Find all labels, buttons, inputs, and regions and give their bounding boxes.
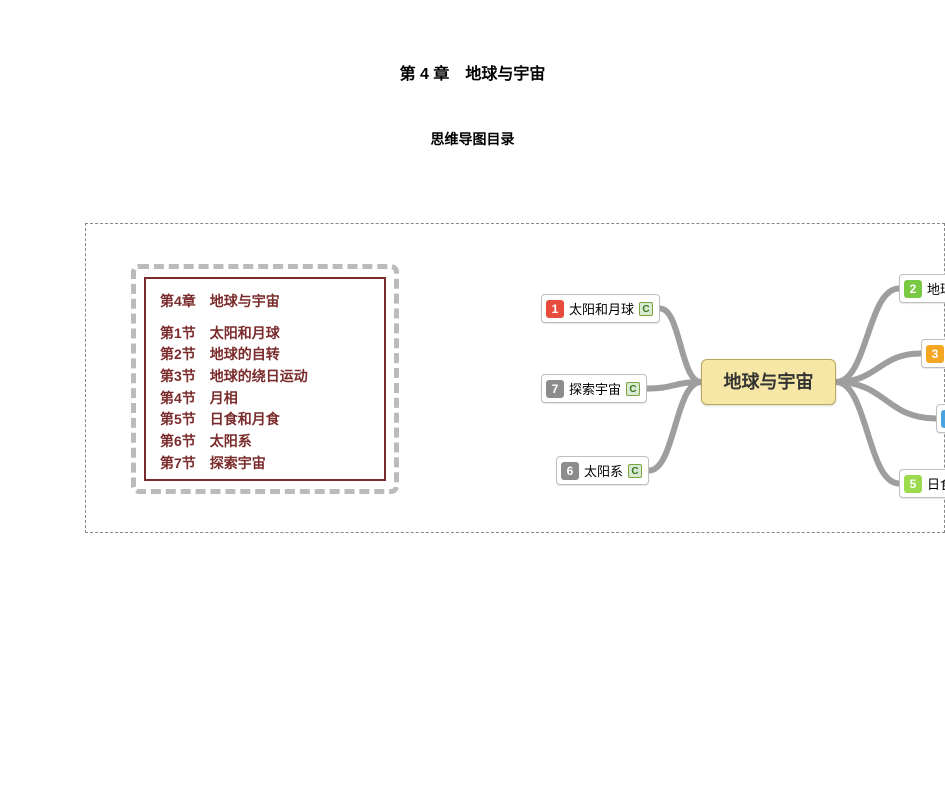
node-number-badge: 7 <box>546 380 564 398</box>
toc-box: 第4章 地球与宇宙 第1节 太阳和月球第2节 地球的自转第3节 地球的绕日运动第… <box>131 264 399 494</box>
mindmap-node-n1: 1 太阳和月球 C <box>541 294 660 323</box>
mindmap-node-n3: 3绕日运C <box>921 339 945 368</box>
toc-item: 第7节 探索宇宙 <box>160 453 370 475</box>
node-number-badge: 1 <box>546 300 564 318</box>
collapse-icon: C <box>626 382 640 396</box>
connector <box>836 382 899 484</box>
node-number-badge: 5 <box>904 475 922 493</box>
toc-item: 第6节 太阳系 <box>160 431 370 453</box>
node-label: 地球的自转 <box>927 279 945 298</box>
mindmap-node-n2: 2地球的自转C <box>899 274 945 303</box>
toc-list: 第1节 太阳和月球第2节 地球的自转第3节 地球的绕日运动第4节 月相第5节 日… <box>160 323 370 475</box>
node-number-badge: 4 <box>941 410 945 428</box>
diagram-frame: 第4章 地球与宇宙 第1节 太阳和月球第2节 地球的自转第3节 地球的绕日运动第… <box>85 223 945 533</box>
connector <box>660 309 701 383</box>
toc-item: 第4节 月相 <box>160 388 370 410</box>
mindmap: 地球与宇宙 1太阳和月球C7探索宇宙C6太阳系C2地球的自转C3绕日运C4月相C… <box>421 224 945 534</box>
node-label: 太阳和月球 <box>569 299 634 318</box>
toc-item: 第5节 日食和月食 <box>160 409 370 431</box>
collapse-icon: C <box>639 302 653 316</box>
toc-heading: 第4章 地球与宇宙 <box>160 291 370 313</box>
mindmap-node-n7: 7 探索宇宙 C <box>541 374 647 403</box>
mindmap-node-n5: 5日食和月食C <box>899 469 945 498</box>
connector <box>836 289 899 383</box>
node-number-badge: 3 <box>926 345 944 363</box>
toc-item: 第1节 太阳和月球 <box>160 323 370 345</box>
mindmap-node-n6: 6 太阳系 C <box>556 456 649 485</box>
mindmap-node-n4: 4月相C <box>936 404 945 433</box>
node-label: 太阳系 <box>584 461 623 480</box>
mindmap-connectors <box>421 224 945 534</box>
toc-spacer <box>160 313 370 323</box>
connector <box>649 382 701 471</box>
page-title: 第 4 章 地球与宇宙 <box>0 60 945 84</box>
collapse-icon: C <box>628 464 642 478</box>
node-label: 日食和月食 <box>927 474 945 493</box>
node-number-badge: 2 <box>904 280 922 298</box>
connector <box>836 354 921 383</box>
node-number-badge: 6 <box>561 462 579 480</box>
page-subtitle: 思维导图目录 <box>0 129 945 149</box>
toc-inner: 第4章 地球与宇宙 第1节 太阳和月球第2节 地球的自转第3节 地球的绕日运动第… <box>144 277 386 481</box>
node-label: 探索宇宙 <box>569 379 621 398</box>
connector <box>647 382 701 389</box>
toc-item: 第3节 地球的绕日运动 <box>160 366 370 388</box>
connector <box>836 382 936 419</box>
center-node: 地球与宇宙 <box>701 359 836 405</box>
toc-item: 第2节 地球的自转 <box>160 344 370 366</box>
